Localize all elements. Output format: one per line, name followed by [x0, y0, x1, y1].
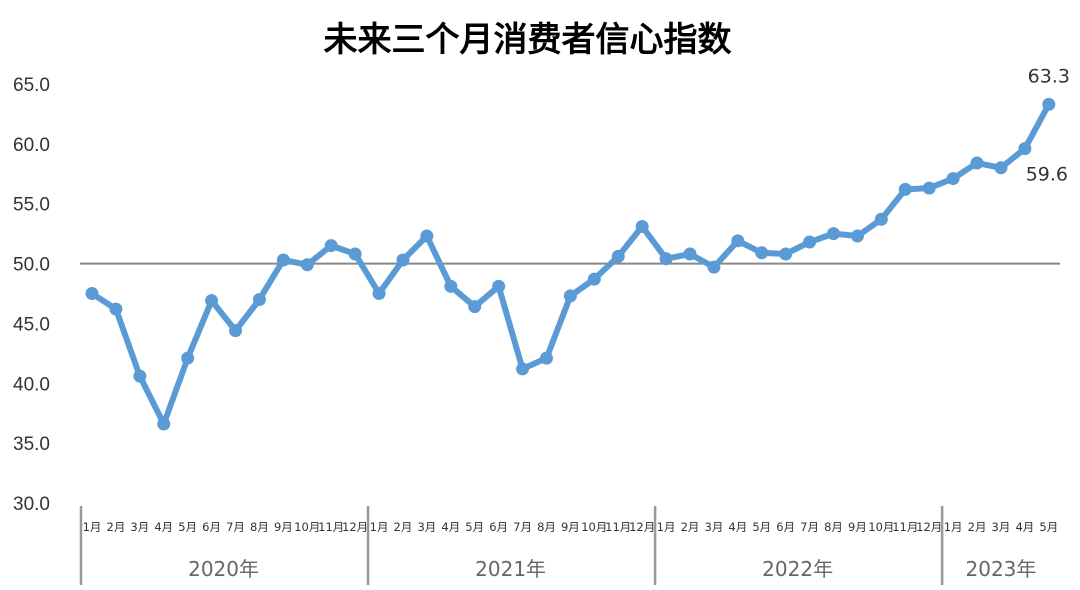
data-point	[444, 279, 458, 293]
month-tick-label: 12月	[342, 520, 368, 534]
data-point	[468, 300, 482, 314]
month-tick-label: 4月	[441, 520, 460, 534]
month-tick-label: 11月	[892, 520, 918, 534]
month-tick-label: 1月	[370, 520, 389, 534]
data-point	[348, 247, 362, 261]
data-point	[898, 182, 912, 196]
month-tick-label: 9月	[561, 520, 580, 534]
month-tick-label: 4月	[1015, 520, 1034, 534]
year-label: 2020年	[188, 557, 259, 581]
year-label: 2022年	[762, 557, 833, 581]
month-tick-label: 5月	[465, 520, 484, 534]
y-tick-label: 30.0	[13, 494, 50, 515]
month-tick-label: 7月	[800, 520, 819, 534]
data-point	[970, 156, 984, 170]
month-tick-label: 2月	[968, 520, 987, 534]
month-tick-label: 10月	[581, 520, 607, 534]
data-point	[396, 253, 410, 267]
y-tick-label: 50.0	[13, 255, 50, 276]
data-label: 63.3	[1028, 65, 1070, 87]
y-tick-label: 60.0	[13, 135, 50, 156]
y-tick-label: 40.0	[13, 374, 50, 395]
month-tick-label: 11月	[605, 520, 631, 534]
data-point	[229, 324, 243, 338]
month-tick-label: 10月	[868, 520, 894, 534]
data-point	[539, 351, 553, 365]
month-tick-label: 9月	[274, 520, 293, 534]
month-tick-label: 1月	[83, 520, 102, 534]
month-tick-label: 2月	[107, 520, 126, 534]
data-point	[707, 260, 721, 274]
year-label: 2021年	[475, 557, 546, 581]
month-tick-label: 4月	[154, 520, 173, 534]
data-label: 59.6	[1026, 164, 1068, 186]
y-tick-label: 45.0	[13, 314, 50, 335]
data-point	[276, 253, 290, 267]
y-tick-label: 35.0	[13, 434, 50, 455]
month-tick-label: 3月	[417, 520, 436, 534]
data-point	[922, 181, 936, 195]
data-point	[109, 302, 123, 316]
month-tick-label: 9月	[848, 520, 867, 534]
data-point	[85, 287, 99, 300]
data-point	[587, 272, 601, 286]
month-tick-label: 6月	[202, 520, 221, 534]
data-point	[157, 417, 171, 431]
data-point	[827, 227, 841, 241]
month-tick-label: 12月	[629, 520, 655, 534]
month-tick-label: 10月	[294, 520, 320, 534]
data-point	[874, 212, 888, 226]
y-tick-label: 65.0	[13, 75, 50, 96]
month-tick-label: 8月	[537, 520, 556, 534]
data-point	[946, 172, 960, 186]
month-tick-label: 8月	[824, 520, 843, 534]
data-point	[324, 239, 338, 253]
month-tick-label: 1月	[944, 520, 963, 534]
year-label: 2023年	[966, 557, 1037, 581]
data-point	[611, 249, 625, 263]
y-tick-label: 55.0	[13, 195, 50, 216]
month-tick-label: 11月	[318, 520, 344, 534]
month-tick-label: 7月	[513, 520, 532, 534]
data-point	[133, 369, 147, 383]
month-tick-label: 7月	[226, 520, 245, 534]
month-tick-label: 5月	[1039, 520, 1058, 534]
data-point	[300, 258, 314, 272]
data-point	[755, 246, 769, 260]
month-tick-label: 2月	[681, 520, 700, 534]
data-point	[1018, 142, 1032, 156]
data-point	[635, 219, 649, 233]
data-point	[492, 279, 506, 293]
data-point	[252, 292, 266, 306]
data-point	[181, 351, 195, 365]
month-tick-label: 2月	[394, 520, 413, 534]
month-tick-label: 3月	[705, 520, 724, 534]
data-point	[994, 161, 1008, 175]
data-point	[563, 289, 577, 303]
data-point	[683, 247, 697, 261]
data-point	[420, 229, 434, 243]
data-point	[372, 287, 386, 300]
data-point	[1042, 97, 1056, 111]
month-tick-label: 6月	[776, 520, 795, 534]
data-point	[516, 362, 530, 376]
data-point	[803, 235, 817, 249]
month-tick-label: 8月	[250, 520, 269, 534]
month-tick-label: 4月	[728, 520, 747, 534]
month-tick-label: 6月	[489, 520, 508, 534]
month-tick-label: 5月	[178, 520, 197, 534]
chart-title: 未来三个月消费者信心指数	[323, 20, 732, 60]
month-tick-label: 1月	[657, 520, 676, 534]
month-tick-label: 3月	[130, 520, 149, 534]
month-tick-label: 12月	[916, 520, 942, 534]
data-point	[659, 252, 673, 266]
month-tick-label: 5月	[752, 520, 771, 534]
month-tick-label: 3月	[992, 520, 1011, 534]
data-point	[731, 234, 745, 248]
data-point	[850, 229, 864, 243]
data-point	[205, 294, 219, 308]
data-point	[779, 247, 793, 261]
